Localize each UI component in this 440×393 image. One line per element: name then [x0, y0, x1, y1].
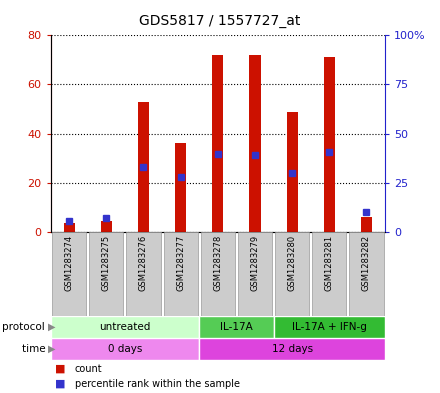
Text: ▶: ▶: [48, 322, 56, 332]
Text: GSM1283280: GSM1283280: [288, 234, 297, 290]
Bar: [126, 232, 161, 316]
Text: untreated: untreated: [99, 322, 150, 332]
Bar: [51, 316, 199, 338]
Text: count: count: [75, 364, 103, 374]
Bar: [101, 221, 112, 232]
Text: GSM1283274: GSM1283274: [65, 234, 73, 290]
Bar: [89, 232, 124, 316]
Bar: [274, 316, 385, 338]
Bar: [312, 232, 346, 316]
Text: IL-17A: IL-17A: [220, 322, 253, 332]
Bar: [199, 338, 385, 360]
Bar: [361, 217, 372, 232]
Text: IL-17A + IFN-g: IL-17A + IFN-g: [292, 322, 367, 332]
Bar: [275, 232, 309, 316]
Text: GSM1283275: GSM1283275: [102, 234, 111, 290]
Bar: [324, 57, 335, 232]
Bar: [52, 232, 86, 316]
Bar: [238, 232, 272, 316]
Text: GSM1283281: GSM1283281: [325, 234, 334, 290]
Bar: [201, 232, 235, 316]
Text: ▶: ▶: [48, 344, 56, 354]
Text: GSM1283277: GSM1283277: [176, 234, 185, 291]
Text: 12 days: 12 days: [271, 344, 313, 354]
Text: time: time: [22, 344, 48, 354]
Bar: [64, 223, 75, 232]
Bar: [349, 232, 384, 316]
Text: ■: ■: [55, 364, 66, 374]
Bar: [286, 112, 298, 232]
Text: GSM1283282: GSM1283282: [362, 234, 371, 290]
Text: protocol: protocol: [2, 322, 48, 332]
Text: percentile rank within the sample: percentile rank within the sample: [75, 378, 240, 389]
Text: GSM1283279: GSM1283279: [250, 234, 260, 290]
Bar: [175, 143, 186, 232]
Bar: [249, 55, 260, 232]
Text: GDS5817 / 1557727_at: GDS5817 / 1557727_at: [139, 14, 301, 28]
Text: ■: ■: [55, 378, 66, 389]
Text: 0 days: 0 days: [108, 344, 142, 354]
Bar: [164, 232, 198, 316]
Bar: [212, 55, 224, 232]
Bar: [51, 338, 199, 360]
Text: GSM1283278: GSM1283278: [213, 234, 222, 291]
Text: GSM1283276: GSM1283276: [139, 234, 148, 291]
Bar: [199, 316, 274, 338]
Bar: [138, 102, 149, 232]
